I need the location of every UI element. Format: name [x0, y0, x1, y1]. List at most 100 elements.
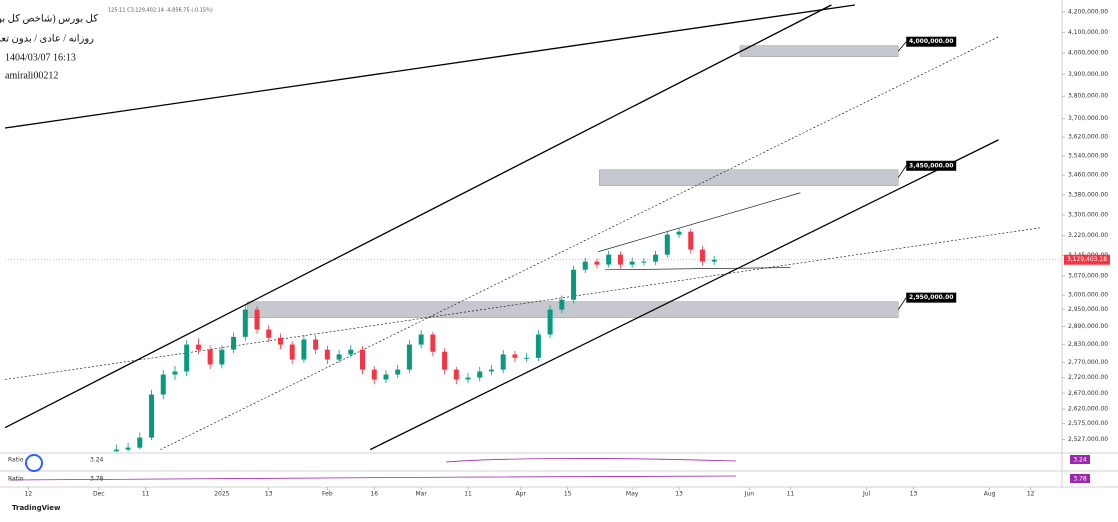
x-tick-label: May	[626, 491, 639, 498]
indicator-tag-text: 3.24	[1073, 457, 1087, 464]
candle-body	[465, 377, 471, 380]
candle-body	[383, 374, 389, 380]
candle-body	[313, 339, 319, 350]
candle-body	[582, 261, 588, 270]
candle-body	[442, 351, 448, 370]
y-tick-label: 3,540,000.00	[1068, 152, 1108, 159]
indicator-name: Ratio	[8, 457, 24, 464]
zone	[739, 45, 899, 57]
y-tick-label: 4,000,000.00	[1068, 50, 1108, 57]
candle-body	[512, 354, 518, 358]
y-tick-label: 3,220,000.00	[1068, 232, 1108, 239]
candle-body	[360, 349, 366, 370]
candle-body	[301, 339, 307, 360]
candle-body	[195, 344, 201, 350]
indicator-value: 3.24	[90, 457, 104, 464]
trendline	[598, 192, 801, 252]
author: amirali00212	[5, 70, 58, 81]
candle-body	[160, 374, 166, 395]
candle-body	[477, 371, 483, 378]
x-tick-label: Feb	[322, 491, 333, 498]
trendline	[4, 4, 855, 129]
x-tick-label: 16	[370, 491, 378, 498]
x-tick-label: 11	[142, 491, 150, 498]
zone-tag	[906, 292, 957, 303]
title: کل بورس (شاخص کل بورس)	[0, 13, 98, 24]
y-tick-label: 3,620,000.00	[1068, 134, 1108, 141]
candle-body	[113, 449, 119, 452]
x-tick-label: Dec	[93, 491, 105, 498]
y-tick-label: 2,890,000.00	[1068, 323, 1108, 330]
candle-body	[430, 334, 436, 352]
candle-body	[172, 371, 178, 375]
candle-body	[676, 231, 682, 235]
x-tick-label: 2025	[214, 491, 229, 498]
x-tick-label: 12	[25, 491, 33, 498]
zone-label: 2,950,000.00	[909, 294, 953, 301]
last-price-label: 3,129,403.18	[1067, 256, 1107, 263]
candle-body	[125, 447, 131, 450]
x-tick-label: Jul	[862, 491, 871, 498]
x-tick-label: Apr	[516, 491, 527, 498]
candle-body	[535, 334, 541, 358]
y-tick-label: 3,460,000.00	[1068, 172, 1108, 179]
trendline	[4, 4, 832, 429]
y-tick-label: 2,620,000.00	[1068, 406, 1108, 413]
zone	[599, 169, 899, 186]
candle-body	[500, 354, 506, 370]
candle-body	[664, 234, 670, 255]
y-tick-label: 3,800,000.00	[1068, 93, 1108, 100]
y-tick-label: 4,200,000.00	[1068, 8, 1108, 15]
candle-body	[277, 337, 283, 345]
indicator-tag	[1070, 474, 1090, 483]
candle-body	[653, 254, 659, 262]
trendline	[369, 139, 999, 451]
logo-icon[interactable]	[25, 454, 43, 472]
indicator-value: 3.78	[90, 476, 104, 483]
candle-body	[254, 309, 260, 330]
y-tick-label: 3,900,000.00	[1068, 71, 1108, 78]
candle-body	[641, 261, 647, 263]
candle-body	[711, 259, 717, 262]
zone	[246, 301, 899, 318]
candle-body	[242, 309, 248, 337]
x-tick-label: 13	[675, 491, 683, 498]
candle-body	[266, 329, 272, 338]
candle-body	[453, 369, 459, 380]
candle-body	[231, 336, 237, 350]
zone-label: 4,000,000.00	[909, 38, 953, 45]
timestamp: 1404/03/07 16:13	[5, 52, 76, 63]
y-tick-label: 2,950,000.00	[1068, 306, 1108, 313]
x-tick-label: Aug	[984, 491, 996, 498]
x-tick-label: 15	[564, 491, 572, 498]
y-tick-label: 2,770,000.00	[1068, 359, 1108, 366]
candle-body	[336, 354, 342, 360]
candle-body	[559, 299, 565, 310]
candle-body	[137, 437, 143, 448]
candle-body	[289, 344, 295, 360]
subtitle: روزانه / عادی / بدون تعدیل	[0, 33, 94, 44]
zone-tag	[906, 160, 957, 171]
candle-body	[149, 394, 155, 438]
x-tick-label: Mar	[415, 491, 427, 498]
y-tick-label: 3,700,000.00	[1068, 115, 1108, 122]
zone-connector	[897, 297, 907, 310]
indicator-tag-text: 3.78	[1073, 476, 1087, 483]
candle-body	[184, 344, 190, 372]
candle-body	[348, 349, 354, 355]
y-tick-label: 4,100,000.00	[1068, 29, 1108, 36]
x-tick-label: 13	[265, 491, 273, 498]
ohlc-header: 125.11 C3,129,402.14 -4,856.75 (-0.15%)	[108, 8, 213, 14]
candle-body	[207, 349, 213, 365]
candle-body	[524, 357, 530, 359]
last-price-tag	[1064, 254, 1110, 265]
trendline	[605, 267, 791, 271]
y-tick-label: 2,670,000.00	[1068, 390, 1108, 397]
y-tick-label: 2,527,000.00	[1068, 436, 1108, 443]
zone-label: 3,450,000.00	[909, 162, 953, 169]
x-tick-label: 11	[787, 491, 795, 498]
x-tick-label: 12	[1027, 491, 1035, 498]
x-tick-label: 11	[464, 491, 472, 498]
